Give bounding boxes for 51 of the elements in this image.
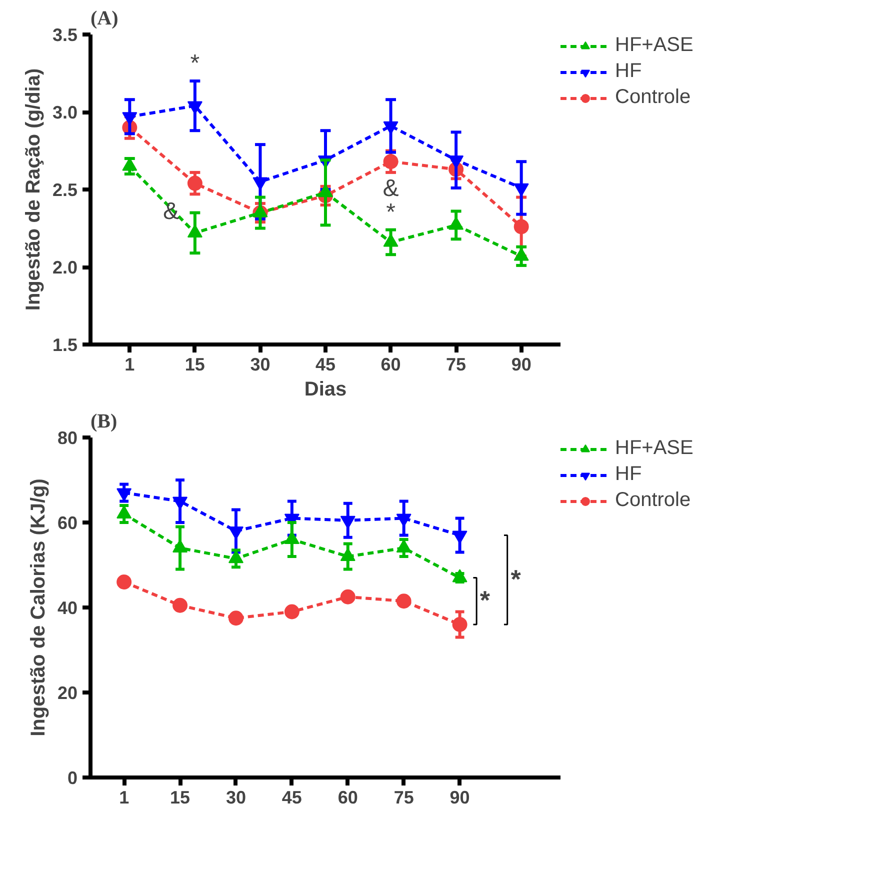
legend-label: Controle bbox=[615, 86, 691, 109]
point bbox=[340, 516, 356, 529]
point bbox=[452, 530, 468, 544]
chart-title: (A) bbox=[90, 8, 118, 30]
point bbox=[116, 488, 132, 502]
point bbox=[172, 496, 188, 510]
y-tick-label: 3.0 bbox=[52, 102, 78, 122]
y-axis-title: Ingestão de Ração (g/dia) bbox=[22, 68, 44, 311]
y-tick-label: 2.0 bbox=[52, 258, 78, 278]
y-axis-title: Ingestão de Calorias (KJ/g) bbox=[27, 478, 50, 736]
point bbox=[396, 514, 412, 527]
y-tick-label: 2.5 bbox=[52, 180, 78, 200]
x-tick-label: 1 bbox=[119, 788, 130, 808]
x-tick-label: 45 bbox=[315, 354, 336, 374]
point bbox=[228, 610, 244, 626]
y-tick-label: 40 bbox=[57, 598, 78, 618]
x-tick-label: 15 bbox=[170, 788, 190, 808]
y-tick-label: 0 bbox=[67, 768, 78, 788]
x-tick-label: 15 bbox=[184, 354, 205, 374]
x-tick-label: 1 bbox=[124, 354, 135, 374]
annotation: * bbox=[480, 585, 491, 616]
point bbox=[116, 574, 132, 590]
x-tick-label: 75 bbox=[446, 354, 466, 374]
point bbox=[396, 594, 412, 609]
x-tick-label: 45 bbox=[282, 788, 302, 808]
legend-label: HF bbox=[615, 463, 642, 486]
legend-label: HF+ASE bbox=[615, 34, 694, 57]
legend-label: HF+ASE bbox=[615, 437, 694, 460]
text: * bbox=[510, 564, 522, 594]
y-tick-label: 60 bbox=[57, 513, 78, 533]
point bbox=[340, 589, 356, 604]
legend-label: Controle bbox=[615, 489, 691, 512]
point bbox=[228, 526, 244, 540]
y-tick-label: 3.5 bbox=[52, 25, 78, 45]
annotation: * bbox=[190, 50, 200, 77]
y-tick-label: 20 bbox=[57, 683, 78, 703]
x-axis-title: Dias bbox=[304, 378, 347, 400]
x-tick-label: 30 bbox=[250, 354, 270, 374]
x-tick-label: 60 bbox=[380, 354, 401, 374]
x-tick-label: 90 bbox=[450, 788, 470, 808]
x-tick-label: 30 bbox=[226, 788, 246, 808]
legend-label: HF bbox=[615, 60, 642, 83]
point bbox=[284, 604, 300, 620]
chart-title: (B) bbox=[90, 410, 118, 432]
point bbox=[452, 617, 468, 632]
y-tick-label: 80 bbox=[57, 428, 78, 448]
x-tick-label: 90 bbox=[511, 354, 532, 374]
x-tick-label: 75 bbox=[394, 788, 414, 808]
x-tick-label: 60 bbox=[338, 788, 358, 808]
y-tick-label: 1.5 bbox=[52, 335, 78, 355]
point bbox=[172, 598, 188, 613]
